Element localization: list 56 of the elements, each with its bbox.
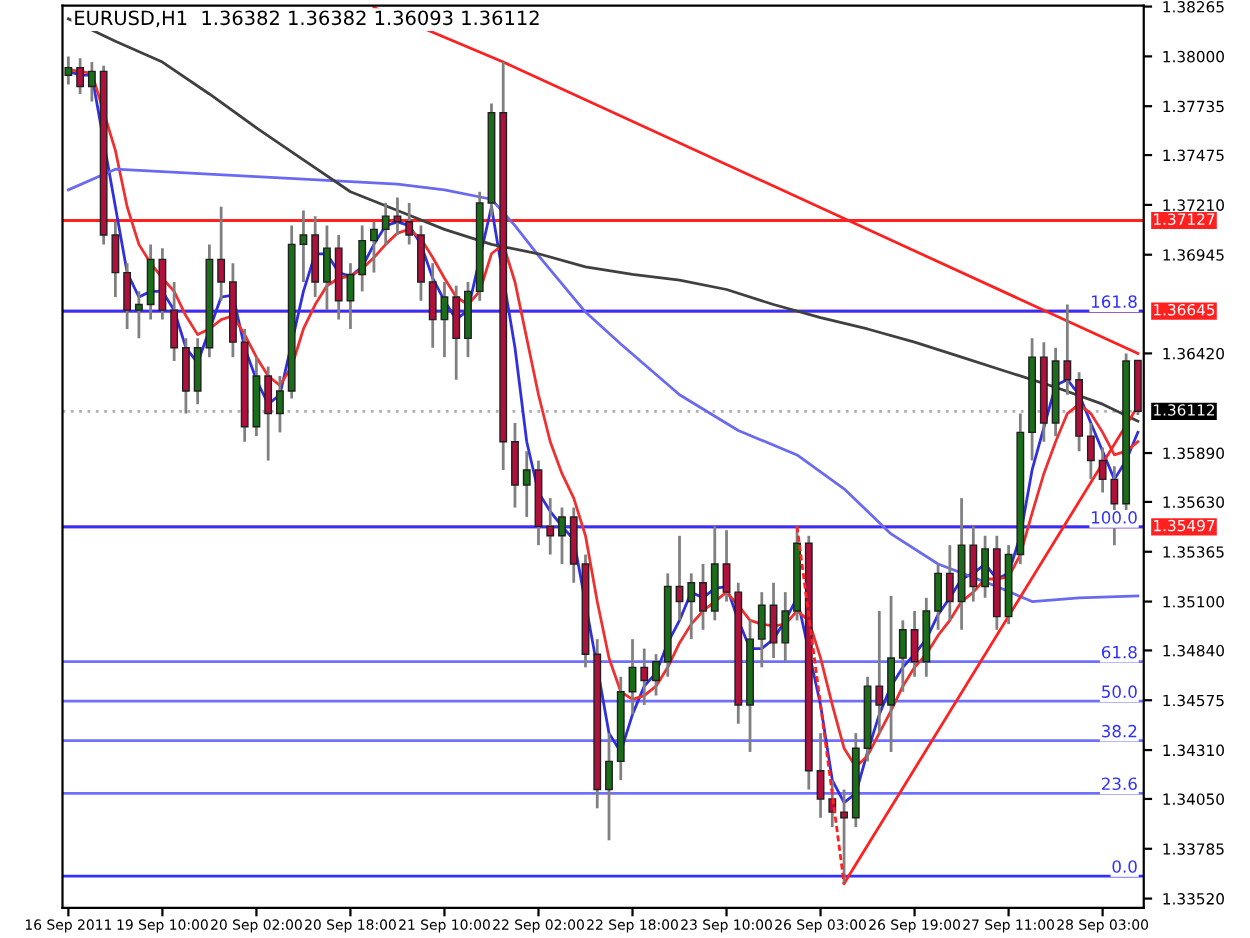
candlestick <box>134 289 143 340</box>
candlestick <box>64 55 73 86</box>
candlestick <box>546 496 555 556</box>
candlestick <box>769 581 778 660</box>
candlestick <box>264 365 273 462</box>
annotation: 0.0 <box>1112 860 1137 873</box>
candlestick <box>1086 421 1095 481</box>
annotation: 161.8 <box>1091 295 1137 308</box>
candlestick <box>945 543 954 622</box>
candlestick <box>875 609 884 735</box>
annotation: 23.6 <box>1101 777 1137 791</box>
candlestick <box>605 731 613 842</box>
annotation: 100.0 <box>1091 511 1137 524</box>
candlestick <box>781 590 790 664</box>
candlestick <box>181 336 190 415</box>
candlestick <box>710 524 719 622</box>
candlestick <box>558 506 566 566</box>
candlestick <box>405 201 414 246</box>
candlestick <box>640 647 649 707</box>
candlestick <box>275 374 284 434</box>
candlestick <box>123 261 132 331</box>
chart-title: EURUSD,H1 1.36382 1.36382 1.36093 1.36112 <box>75 10 539 28</box>
candlestick <box>511 421 519 509</box>
candlestick <box>170 280 179 363</box>
candlestick <box>440 280 449 359</box>
candlestick <box>393 195 402 237</box>
candlestick <box>381 201 390 246</box>
candlestick <box>898 618 907 694</box>
candlestick <box>417 224 425 303</box>
candlestick <box>76 56 85 96</box>
line-series <box>66 167 1140 603</box>
annotation: 38.2 <box>1102 724 1137 738</box>
candlestick <box>569 506 578 585</box>
annotation: 61.8 <box>1101 645 1137 659</box>
candlestick <box>311 214 320 299</box>
candlestick <box>816 731 825 820</box>
candlestick <box>722 528 731 603</box>
candlestick <box>887 594 895 754</box>
candlestick <box>358 224 367 293</box>
candlestick <box>217 205 226 303</box>
candlestick <box>87 60 96 103</box>
annotation: 50.0 <box>1102 685 1137 698</box>
candlestick <box>840 788 848 885</box>
candlestick <box>452 284 461 382</box>
candlestick <box>934 562 943 632</box>
candlestick <box>299 209 308 284</box>
candlestick <box>652 652 660 697</box>
candlestick <box>464 280 472 359</box>
candlestick <box>757 590 766 669</box>
candlestick <box>699 562 707 632</box>
candlestick <box>687 571 696 641</box>
candlestick <box>522 449 531 519</box>
candlestick <box>428 261 437 350</box>
candlestick <box>981 534 990 600</box>
candlestick <box>370 220 378 274</box>
candlestick <box>323 224 331 312</box>
